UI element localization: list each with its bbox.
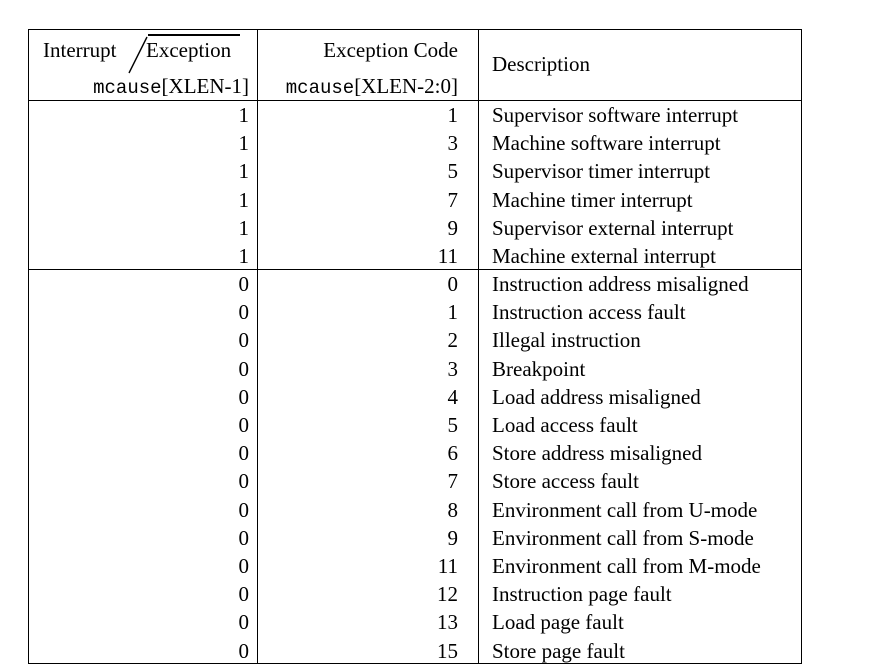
description-cell: Store page fault — [492, 638, 625, 663]
interrupt-bit-cell: 0 — [238, 356, 250, 381]
exception-code-cell: 15 — [437, 638, 458, 663]
description-cell: Environment call from S-mode — [492, 525, 754, 550]
exception-code-cell: 5 — [447, 159, 459, 184]
exception-code-cell: 0 — [447, 272, 459, 296]
description-cell: Supervisor software interrupt — [492, 103, 739, 127]
description-cell: Machine external interrupt — [492, 244, 716, 268]
group-divider — [29, 269, 801, 270]
exception-code-cell: 1 — [447, 300, 459, 325]
exception-code-cell: 13 — [437, 610, 458, 635]
exception-code-cell: 11 — [437, 554, 458, 578]
interrupt-bit-cell: 0 — [238, 272, 250, 296]
description-cell: Illegal instruction — [492, 328, 641, 353]
column-divider-2 — [478, 30, 479, 663]
exception-code-cell: 2 — [447, 328, 459, 353]
description-cell: Load page fault — [492, 610, 624, 635]
exception-code-cell: 6 — [447, 441, 459, 466]
header-description: Description — [492, 52, 590, 76]
header-slash — [128, 36, 148, 74]
interrupt-bit-cell: 1 — [238, 159, 250, 184]
header-mcause-low-range: [XLEN-2:0] — [354, 74, 458, 98]
interrupt-bit-cell: 0 — [238, 469, 250, 494]
description-cell: Instruction access fault — [492, 300, 686, 325]
interrupt-bit-cell: 1 — [238, 187, 250, 212]
interrupt-bit-cell: 0 — [238, 328, 250, 353]
header-exception-label: Exception — [146, 38, 232, 62]
exception-code-cell: 4 — [447, 384, 459, 409]
description-cell: Load access fault — [492, 413, 638, 437]
header-exception-code: Exception Code — [323, 38, 458, 62]
interrupt-bit-cell: 0 — [238, 610, 250, 635]
exception-code-cell: 9 — [447, 525, 459, 550]
header-mcause-high-range: [XLEN-1] — [161, 74, 249, 98]
description-cell: Instruction address misaligned — [492, 272, 749, 296]
header-mcause-high: mcause[XLEN-1] — [93, 72, 249, 102]
exception-code-cell: 12 — [437, 582, 458, 607]
exception-code-cell: 3 — [447, 356, 459, 381]
exception-code-cell: 1 — [447, 103, 459, 127]
description-cell: Store access fault — [492, 469, 639, 494]
header-exception-overline — [148, 34, 240, 36]
header-divider — [29, 100, 801, 101]
interrupt-bit-cell: 1 — [238, 103, 250, 127]
description-cell: Machine software interrupt — [492, 131, 721, 156]
description-cell: Supervisor timer interrupt — [492, 159, 711, 184]
interrupt-bit-cell: 0 — [238, 582, 250, 607]
interrupt-bit-cell: 0 — [238, 441, 250, 466]
interrupt-bit-cell: 0 — [238, 525, 250, 550]
description-cell: Breakpoint — [492, 356, 586, 381]
header-mcause-low: mcause[XLEN-2:0] — [286, 72, 458, 102]
column-divider-1 — [257, 30, 258, 663]
description-cell: Store address misaligned — [492, 441, 702, 466]
interrupt-bit-cell: 0 — [238, 554, 250, 578]
description-cell: Instruction page fault — [492, 582, 672, 607]
header-mcause-low-code: mcause — [285, 77, 355, 99]
exception-code-cell: 5 — [447, 413, 459, 437]
exception-code-cell: 3 — [447, 131, 459, 156]
interrupt-bit-cell: 1 — [238, 244, 250, 268]
exception-code-cell: 11 — [437, 244, 458, 268]
exception-code-cell: 7 — [447, 187, 459, 212]
interrupt-bit-cell: 1 — [238, 131, 250, 156]
interrupt-bit-cell: 0 — [238, 638, 250, 663]
header-mcause-high-code: mcause — [93, 77, 162, 99]
mcause-table: Interrupt Exception mcause[XLEN-1] Excep… — [28, 29, 802, 664]
description-cell: Supervisor external interrupt — [492, 215, 734, 240]
interrupt-bit-cell: 0 — [238, 300, 250, 325]
exception-code-cell: 7 — [447, 469, 459, 494]
exception-code-cell: 8 — [447, 497, 459, 522]
interrupt-bit-cell: 1 — [238, 215, 250, 240]
header-interrupt-label: Interrupt — [43, 38, 117, 62]
interrupt-bit-cell: 0 — [238, 497, 250, 522]
description-cell: Machine timer interrupt — [492, 187, 693, 212]
description-cell: Environment call from U-mode — [492, 497, 758, 522]
description-cell: Environment call from M-mode — [492, 554, 761, 578]
interrupt-bit-cell: 0 — [238, 413, 250, 437]
interrupt-bit-cell: 0 — [238, 384, 250, 409]
description-cell: Load address misaligned — [492, 384, 701, 409]
exception-code-cell: 9 — [447, 215, 459, 240]
